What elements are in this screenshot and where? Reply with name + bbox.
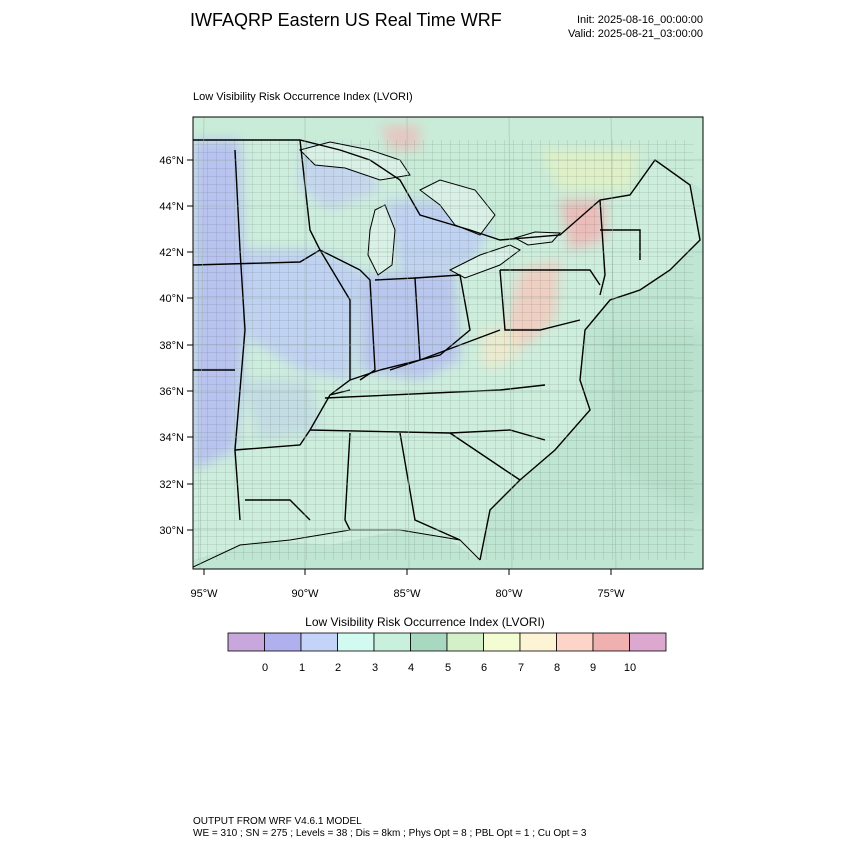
map-figure: 46°N 44°N 42°N 40°N 38°N 36°N 34°N 32°N … <box>159 116 704 652</box>
colorbar-title: Low Visibility Risk Occurrence Index (LV… <box>305 615 545 629</box>
lat-labels: 46°N 44°N 42°N 40°N 38°N 36°N 34°N 32°N … <box>159 155 184 537</box>
main-title: IWFAQRP Eastern US Real Time WRF <box>190 10 502 30</box>
colorbar-swatch <box>592 632 630 652</box>
colorbar <box>227 632 667 652</box>
map-panel <box>193 117 703 569</box>
lon-label-85w: 85°W <box>393 588 421 600</box>
field-title: Low Visibility Risk Occurrence Index (LV… <box>193 91 413 103</box>
valid-time: Valid: 2025-08-21_03:00:00 <box>568 28 703 40</box>
footer-config-line: WE = 310 ; SN = 275 ; Levels = 38 ; Dis … <box>193 828 587 839</box>
lon-label-75w: 75°W <box>597 588 625 600</box>
colorbar-swatch <box>446 632 484 652</box>
colorbar-swatch <box>337 632 375 652</box>
colorbar-swatch <box>519 632 557 652</box>
colorbar-swatch <box>556 632 594 652</box>
colorbar-swatch <box>300 632 338 652</box>
colorbar-label-7: 7 <box>517 662 525 674</box>
lat-label-46n: 46°N <box>159 155 184 167</box>
init-time: Init: 2025-08-16_00:00:00 <box>577 14 703 26</box>
colorbar-label-5: 5 <box>444 662 452 674</box>
colorbar-swatch <box>264 632 302 652</box>
lon-ticks <box>203 569 612 575</box>
lon-label-80w: 80°W <box>495 588 523 600</box>
lat-label-38n: 38°N <box>159 340 184 352</box>
lat-label-40n: 40°N <box>159 293 184 305</box>
colorbar-label-10: 10 <box>623 662 637 674</box>
colorbar-swatch <box>227 632 265 652</box>
lon-label-95w: 95°W <box>190 588 218 600</box>
colorbar-label-0: 0 <box>261 662 269 674</box>
colorbar-swatch <box>483 632 521 652</box>
lat-label-30n: 30°N <box>159 525 184 537</box>
colorbar-swatch <box>629 632 667 652</box>
colorbar-label-1: 1 <box>298 662 306 674</box>
graticule <box>193 117 703 569</box>
map-frame <box>192 116 704 570</box>
lon-label-90w: 90°W <box>291 588 319 600</box>
lat-label-44n: 44°N <box>159 201 184 213</box>
footer-model-line: OUTPUT FROM WRF V4.6.1 MODEL <box>193 816 362 827</box>
lat-ticks <box>187 159 193 531</box>
colorbar-label-3: 3 <box>371 662 379 674</box>
lat-label-42n: 42°N <box>159 247 184 259</box>
county-boundaries <box>193 140 693 560</box>
colorbar-label-2: 2 <box>334 662 342 674</box>
lat-label-32n: 32°N <box>159 479 184 491</box>
colorbar-label-4: 4 <box>407 662 415 674</box>
colorbar-label-9: 9 <box>589 662 597 674</box>
lat-label-34n: 34°N <box>159 432 184 444</box>
colorbar-swatch <box>410 632 448 652</box>
colorbar-label-8: 8 <box>553 662 561 674</box>
colorbar-swatch <box>373 632 411 652</box>
lat-label-36n: 36°N <box>159 386 184 398</box>
colorbar-label-6: 6 <box>480 662 488 674</box>
lon-labels: 95°W 90°W 85°W 80°W 75°W <box>190 588 625 600</box>
